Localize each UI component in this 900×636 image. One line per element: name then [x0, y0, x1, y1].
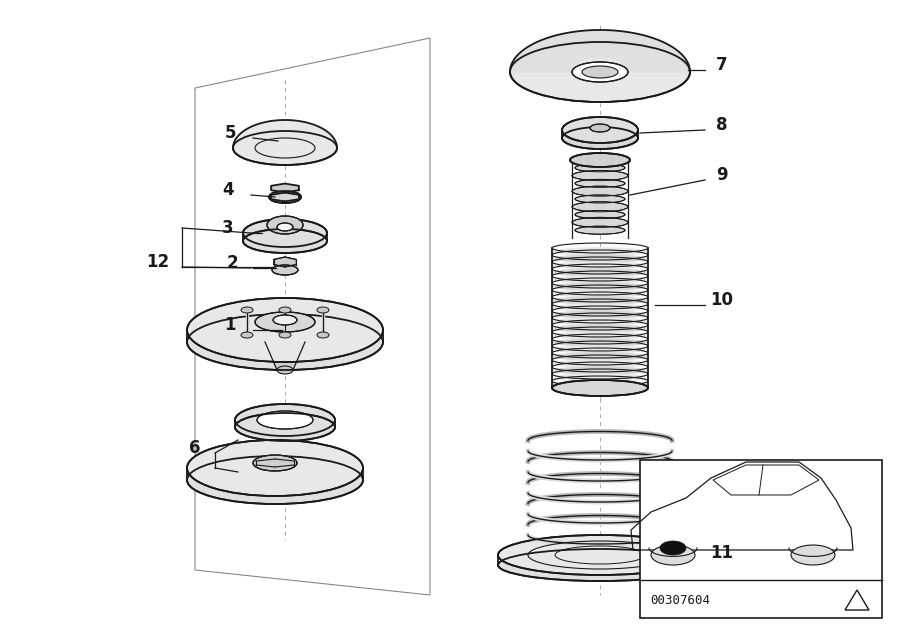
- Ellipse shape: [660, 541, 686, 555]
- Ellipse shape: [575, 211, 625, 219]
- Text: 11: 11: [710, 544, 734, 562]
- Ellipse shape: [187, 456, 363, 504]
- Ellipse shape: [552, 275, 648, 284]
- Ellipse shape: [243, 219, 327, 247]
- Ellipse shape: [552, 317, 648, 326]
- Ellipse shape: [582, 66, 618, 78]
- Ellipse shape: [552, 289, 648, 298]
- Ellipse shape: [552, 310, 648, 319]
- Ellipse shape: [562, 127, 638, 149]
- Ellipse shape: [273, 315, 297, 325]
- Ellipse shape: [253, 455, 297, 471]
- Ellipse shape: [791, 545, 835, 565]
- Ellipse shape: [243, 229, 327, 253]
- Ellipse shape: [562, 117, 638, 143]
- Ellipse shape: [572, 218, 628, 228]
- Ellipse shape: [187, 440, 363, 496]
- Ellipse shape: [572, 155, 628, 165]
- Ellipse shape: [552, 373, 648, 382]
- Ellipse shape: [187, 314, 383, 370]
- Text: 12: 12: [147, 253, 169, 271]
- Ellipse shape: [317, 307, 329, 313]
- Ellipse shape: [255, 312, 315, 332]
- Text: 00307604: 00307604: [650, 593, 710, 607]
- Ellipse shape: [269, 191, 301, 203]
- Text: 5: 5: [224, 124, 236, 142]
- Ellipse shape: [279, 307, 291, 313]
- Ellipse shape: [552, 247, 648, 256]
- Ellipse shape: [552, 345, 648, 354]
- Polygon shape: [271, 184, 299, 193]
- Ellipse shape: [575, 195, 625, 203]
- Ellipse shape: [498, 549, 702, 581]
- Ellipse shape: [572, 170, 628, 181]
- Ellipse shape: [552, 380, 648, 389]
- Ellipse shape: [552, 380, 648, 396]
- Ellipse shape: [552, 282, 648, 291]
- Ellipse shape: [552, 261, 648, 270]
- Polygon shape: [510, 30, 690, 72]
- Ellipse shape: [552, 352, 648, 361]
- Polygon shape: [274, 257, 296, 267]
- Ellipse shape: [510, 42, 690, 102]
- Ellipse shape: [498, 535, 702, 575]
- Ellipse shape: [235, 404, 335, 436]
- Text: 3: 3: [222, 219, 234, 237]
- Text: 10: 10: [710, 291, 734, 309]
- Ellipse shape: [233, 131, 337, 165]
- Ellipse shape: [277, 366, 293, 374]
- Ellipse shape: [552, 324, 648, 333]
- Ellipse shape: [552, 254, 648, 263]
- Ellipse shape: [575, 226, 625, 234]
- Polygon shape: [265, 342, 305, 357]
- Ellipse shape: [279, 332, 291, 338]
- Text: 6: 6: [189, 439, 201, 457]
- Ellipse shape: [572, 202, 628, 212]
- Ellipse shape: [267, 216, 303, 234]
- Text: 2: 2: [226, 254, 238, 272]
- Text: 7: 7: [716, 56, 728, 74]
- Ellipse shape: [570, 153, 630, 167]
- Ellipse shape: [575, 179, 625, 188]
- Text: 4: 4: [222, 181, 234, 199]
- Ellipse shape: [552, 366, 648, 375]
- Ellipse shape: [277, 223, 293, 231]
- Ellipse shape: [552, 296, 648, 305]
- Ellipse shape: [272, 265, 298, 275]
- Ellipse shape: [241, 332, 253, 338]
- Ellipse shape: [575, 164, 625, 172]
- Ellipse shape: [572, 62, 628, 82]
- Ellipse shape: [552, 331, 648, 340]
- Ellipse shape: [651, 545, 695, 565]
- Ellipse shape: [552, 359, 648, 368]
- Ellipse shape: [317, 332, 329, 338]
- Text: 1: 1: [224, 316, 236, 334]
- Text: 8: 8: [716, 116, 728, 134]
- Ellipse shape: [572, 186, 628, 196]
- Ellipse shape: [187, 298, 383, 362]
- Ellipse shape: [235, 413, 335, 441]
- Polygon shape: [265, 342, 305, 370]
- Text: 9: 9: [716, 166, 728, 184]
- Ellipse shape: [241, 307, 253, 313]
- Polygon shape: [233, 120, 337, 148]
- Ellipse shape: [552, 268, 648, 277]
- Ellipse shape: [552, 303, 648, 312]
- Bar: [640, 460, 882, 618]
- Ellipse shape: [590, 124, 610, 132]
- Ellipse shape: [257, 411, 313, 429]
- Ellipse shape: [552, 338, 648, 347]
